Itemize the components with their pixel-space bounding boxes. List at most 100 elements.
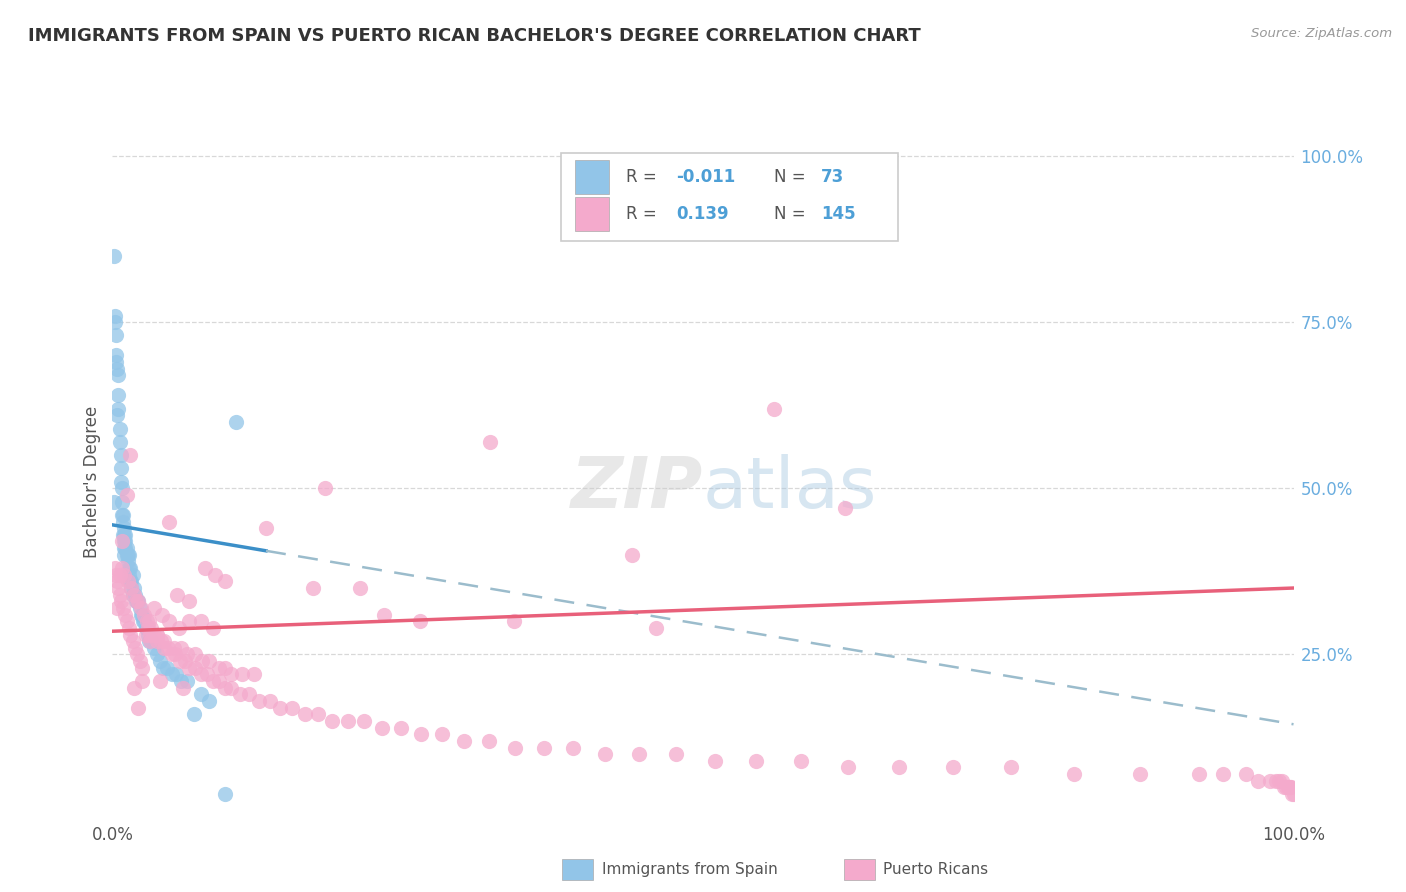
Y-axis label: Bachelor's Degree: Bachelor's Degree bbox=[83, 406, 101, 558]
Text: N =: N = bbox=[773, 168, 811, 186]
Point bbox=[136, 627, 159, 641]
Point bbox=[214, 574, 236, 589]
Point bbox=[156, 661, 179, 675]
Point bbox=[644, 621, 666, 635]
Point bbox=[170, 674, 193, 689]
Point bbox=[201, 674, 224, 689]
Point bbox=[120, 581, 142, 595]
Point bbox=[1282, 787, 1305, 801]
Point bbox=[179, 594, 201, 608]
Text: N =: N = bbox=[773, 205, 811, 223]
Point bbox=[112, 528, 135, 542]
Point bbox=[302, 581, 325, 595]
Point bbox=[156, 640, 179, 655]
Point bbox=[120, 574, 142, 589]
Point bbox=[190, 614, 212, 628]
Point bbox=[190, 687, 212, 701]
Point bbox=[942, 760, 965, 774]
Point bbox=[1278, 780, 1301, 795]
Point bbox=[294, 707, 316, 722]
Point bbox=[122, 581, 145, 595]
FancyBboxPatch shape bbox=[561, 153, 898, 241]
Point bbox=[105, 567, 128, 582]
Point bbox=[593, 747, 616, 761]
Point bbox=[149, 674, 172, 689]
Point bbox=[115, 548, 138, 562]
Point bbox=[118, 621, 141, 635]
Point bbox=[408, 614, 430, 628]
Point bbox=[104, 561, 127, 575]
Point bbox=[1272, 780, 1295, 795]
Point bbox=[1281, 787, 1303, 801]
Point bbox=[112, 534, 135, 549]
Point bbox=[105, 348, 128, 362]
Text: Immigrants from Spain: Immigrants from Spain bbox=[602, 863, 778, 877]
Point bbox=[243, 667, 266, 681]
Point bbox=[149, 654, 172, 668]
Point bbox=[110, 448, 132, 462]
Point bbox=[208, 674, 231, 689]
Point bbox=[562, 740, 585, 755]
Point bbox=[409, 727, 432, 741]
Point bbox=[172, 681, 194, 695]
Point bbox=[478, 734, 501, 748]
Point bbox=[114, 534, 136, 549]
Point bbox=[134, 607, 156, 622]
Point bbox=[107, 368, 129, 383]
Point bbox=[173, 654, 195, 668]
Point bbox=[124, 640, 146, 655]
Point bbox=[128, 654, 150, 668]
Point bbox=[281, 700, 304, 714]
Point bbox=[169, 654, 191, 668]
Point bbox=[138, 614, 160, 628]
Point bbox=[1247, 773, 1270, 788]
Point bbox=[1271, 773, 1294, 788]
Point bbox=[131, 674, 153, 689]
Point bbox=[139, 627, 162, 641]
Point bbox=[121, 567, 143, 582]
Point bbox=[1188, 767, 1211, 781]
Point bbox=[371, 721, 394, 735]
Point bbox=[153, 640, 176, 655]
Point bbox=[139, 634, 162, 648]
Point bbox=[373, 607, 395, 622]
Point bbox=[114, 541, 136, 556]
Point bbox=[887, 760, 910, 774]
Point bbox=[135, 621, 157, 635]
Point bbox=[336, 714, 359, 728]
Point bbox=[108, 588, 131, 602]
Point bbox=[124, 588, 146, 602]
Point bbox=[138, 634, 160, 648]
Point bbox=[195, 667, 218, 681]
Point bbox=[254, 521, 277, 535]
Point bbox=[118, 567, 141, 582]
Point bbox=[259, 694, 281, 708]
Point bbox=[111, 561, 134, 575]
Point bbox=[349, 581, 371, 595]
Point bbox=[1275, 780, 1298, 795]
Point bbox=[1129, 767, 1152, 781]
Point bbox=[146, 627, 169, 641]
Point bbox=[1000, 760, 1022, 774]
Point bbox=[201, 621, 224, 635]
Point bbox=[167, 621, 190, 635]
Point bbox=[112, 567, 135, 582]
Point bbox=[125, 594, 148, 608]
Text: atlas: atlas bbox=[703, 454, 877, 523]
Point bbox=[214, 787, 236, 801]
Point bbox=[208, 661, 231, 675]
Point bbox=[160, 667, 183, 681]
Point bbox=[1277, 780, 1299, 795]
Point bbox=[225, 415, 247, 429]
Point bbox=[129, 607, 152, 622]
Point bbox=[127, 594, 149, 608]
Point bbox=[105, 328, 128, 343]
Point bbox=[157, 515, 180, 529]
Point bbox=[170, 640, 193, 655]
Point bbox=[745, 754, 768, 768]
Point bbox=[179, 661, 201, 675]
Point bbox=[198, 694, 221, 708]
Point bbox=[142, 640, 165, 655]
Point bbox=[112, 508, 135, 522]
Point bbox=[127, 700, 149, 714]
